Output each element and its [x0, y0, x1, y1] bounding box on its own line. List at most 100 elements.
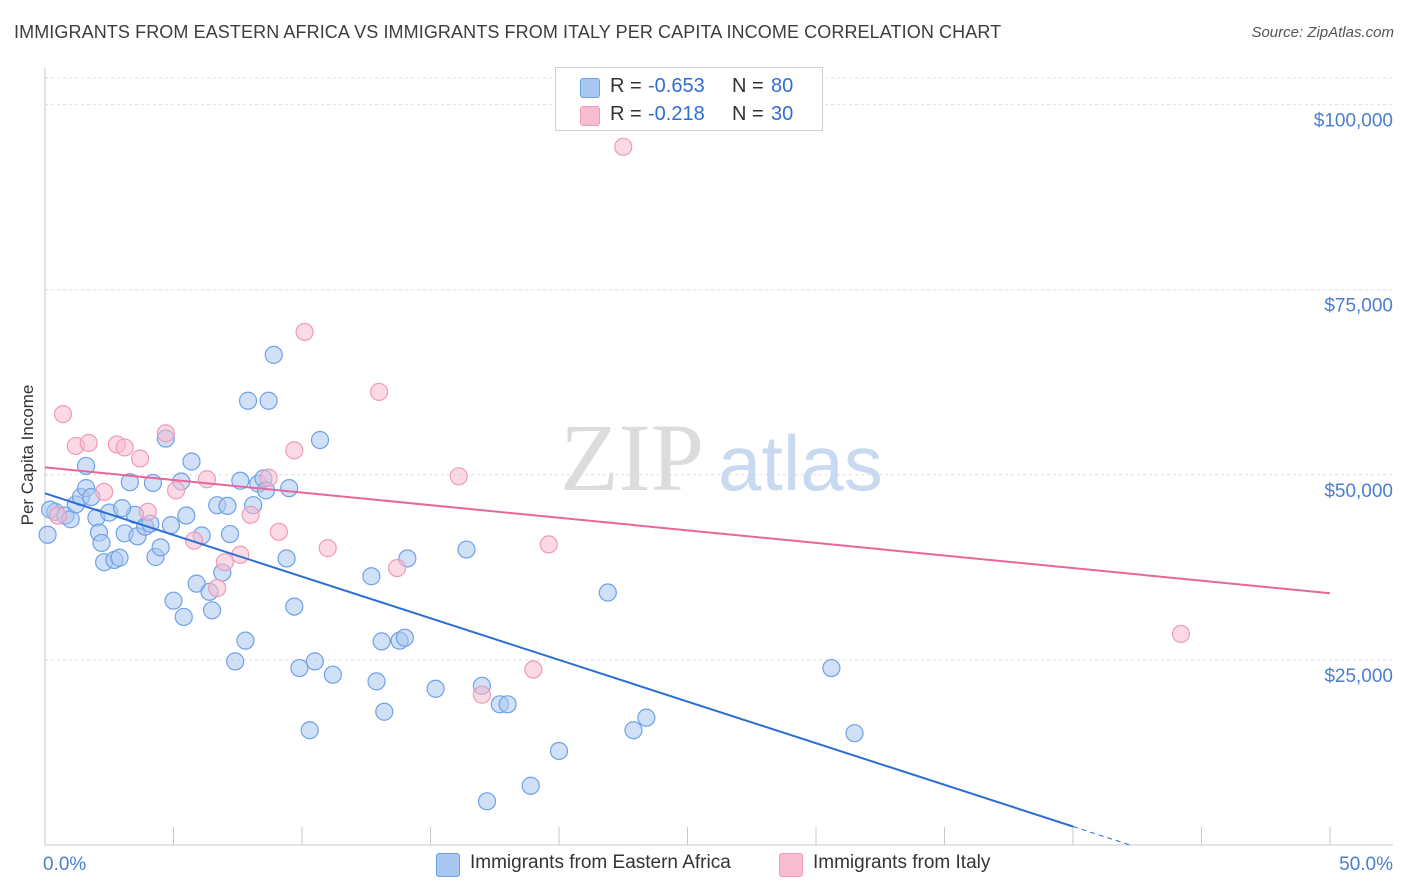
eastern-africa-point	[310, 430, 330, 450]
eastern-africa-point	[521, 776, 540, 795]
y-tick-label: $75,000	[1324, 296, 1393, 317]
eastern-africa-point	[362, 567, 381, 586]
eastern-africa-point	[280, 479, 299, 498]
grid-lines	[45, 77, 1393, 661]
italy-point	[166, 481, 186, 500]
italy-point	[472, 685, 491, 704]
eastern-africa-point	[457, 540, 476, 559]
italy-point	[318, 539, 337, 558]
italy-point	[95, 482, 114, 501]
axes	[44, 68, 1393, 846]
eastern-africa-point	[112, 499, 132, 518]
eastern-africa-point	[845, 724, 864, 743]
legend-r-label: R =	[610, 103, 642, 125]
eastern-africa-point	[164, 591, 183, 610]
eastern-africa-point	[202, 601, 222, 620]
italy-point	[130, 449, 150, 468]
y-tick-label: $50,000	[1324, 481, 1393, 502]
eastern-africa-point	[151, 538, 170, 557]
eastern-africa-point	[498, 695, 517, 714]
series-label: Immigrants from Italy	[813, 852, 991, 873]
eastern-africa-point	[323, 665, 342, 684]
legend-r-label: R =	[610, 75, 642, 97]
italy-point	[269, 522, 288, 541]
eastern-africa-point	[38, 525, 57, 544]
italy-point	[387, 558, 407, 578]
eastern-africa-point	[236, 631, 255, 650]
eastern-africa-point	[477, 792, 497, 811]
correlation-legend: R = -0.653 N = 80 R = -0.218 N = 30	[555, 67, 823, 131]
legend-n-label: N =	[732, 75, 764, 97]
eastern-africa-point	[174, 607, 193, 627]
legend-r-value: -0.653	[648, 75, 705, 97]
legend-n-label: N =	[732, 103, 764, 125]
eastern-africa-point	[290, 658, 309, 678]
italy-point	[156, 424, 175, 443]
italy-point	[524, 660, 543, 679]
eastern-africa-point	[822, 658, 841, 678]
watermark-zip: ZIP	[560, 404, 704, 511]
eastern-africa-point	[231, 471, 250, 490]
eastern-africa-point	[277, 549, 296, 568]
eastern-africa-point	[120, 473, 139, 492]
italy-point	[138, 502, 157, 521]
eastern-africa-point	[187, 574, 206, 593]
italy-point	[614, 137, 633, 156]
italy-point	[115, 438, 134, 457]
italy-trend-line	[44, 466, 1331, 595]
eastern-africa-point	[220, 524, 240, 544]
italy-point	[215, 553, 234, 572]
eastern-africa-point	[259, 391, 278, 410]
eastern-africa-point	[375, 702, 394, 721]
italy-point	[1171, 624, 1191, 644]
legend-swatch-blue	[580, 78, 600, 98]
eastern-africa-trend-line	[44, 492, 1074, 828]
eastern-africa-point	[624, 721, 643, 740]
eastern-africa-point	[305, 652, 324, 671]
italy-point	[295, 322, 314, 342]
legend-n-value: 30	[771, 103, 794, 125]
italy-point	[53, 404, 73, 424]
italy-point	[370, 382, 389, 401]
series-swatch-blue	[436, 853, 460, 877]
eastern-africa-point	[598, 583, 617, 602]
eastern-africa-point	[177, 506, 196, 525]
italy-point	[197, 470, 217, 489]
watermark-atlas: atlas	[718, 419, 883, 507]
eastern-africa-point	[238, 391, 258, 410]
eastern-africa-point	[285, 597, 304, 616]
eastern-africa-point	[182, 452, 201, 471]
x-tick-label: 50.0%	[1339, 854, 1393, 875]
italy-point	[48, 506, 67, 525]
italy-point	[259, 468, 278, 487]
eastern-africa-point	[92, 533, 111, 553]
eastern-africa-point	[637, 708, 656, 727]
eastern-africa-point	[300, 721, 319, 740]
y-tick-label: $25,000	[1324, 666, 1393, 687]
series-label: Immigrants from Eastern Africa	[470, 852, 731, 873]
italy-point	[285, 441, 304, 460]
eastern-africa-point	[110, 548, 129, 567]
eastern-africa-point	[367, 672, 386, 691]
italy-point	[79, 433, 98, 453]
italy-point	[241, 505, 260, 524]
legend-n-value: 80	[771, 75, 794, 97]
eastern-africa-point	[549, 741, 569, 761]
eastern-africa-point	[372, 632, 391, 651]
eastern-africa-point	[395, 628, 414, 647]
chart-title: IMMIGRANTS FROM EASTERN AFRICA VS IMMIGR…	[14, 22, 1002, 42]
legend-r-value: -0.218	[648, 103, 705, 125]
eastern-africa-point	[426, 679, 445, 698]
x-tick-label: 0.0%	[43, 854, 86, 875]
eastern-africa-point	[218, 496, 237, 516]
eastern-africa-point	[161, 516, 181, 535]
italy-point	[449, 467, 468, 486]
eastern-africa-point	[264, 345, 283, 364]
eastern-africa-point	[226, 652, 245, 671]
series-swatch-pink	[779, 853, 803, 877]
italy-point	[208, 578, 227, 598]
italy-point	[539, 535, 558, 554]
legend-swatch-pink	[580, 106, 600, 126]
source-label: Source: ZipAtlas.com	[1251, 24, 1394, 41]
